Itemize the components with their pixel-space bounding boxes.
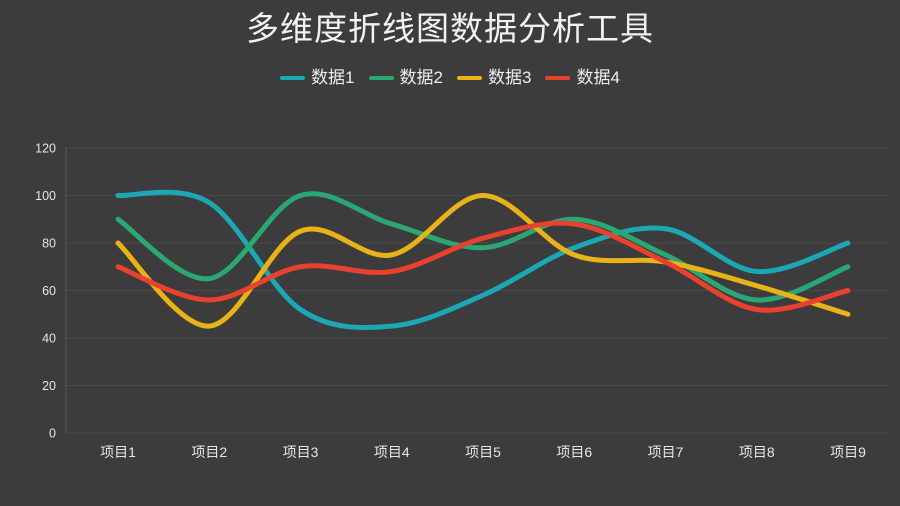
legend-swatch-icon [545, 76, 571, 80]
x-axis-tick-label: 项目1 [100, 444, 136, 460]
x-axis-tick-label: 项目2 [191, 444, 227, 460]
legend-label: 数据1 [311, 68, 355, 87]
series-line-2 [115, 191, 851, 303]
x-axis-tick-label: 项目5 [465, 444, 501, 460]
series-line-4 [115, 220, 851, 313]
y-axis-tick-label: 60 [42, 284, 56, 298]
x-axis-tick-label: 项目7 [648, 444, 684, 460]
x-axis-tick-label: 项目3 [283, 444, 319, 460]
y-axis-tick-label: 120 [35, 142, 56, 156]
y-axis-tick-label: 40 [42, 332, 56, 346]
legend-label: 数据4 [576, 68, 620, 87]
legend-item-3[interactable]: 数据3 [457, 68, 531, 88]
y-axis-tick-label: 0 [49, 427, 56, 441]
legend-swatch-icon [457, 76, 482, 80]
x-axis-tick-label: 项目9 [830, 444, 866, 460]
x-axis-tick-label: 项目6 [556, 444, 592, 460]
legend-label: 数据3 [488, 68, 532, 87]
y-axis-tick-label: 20 [42, 379, 56, 393]
legend-swatch-icon [280, 76, 306, 80]
y-axis-tick-label: 80 [42, 237, 56, 251]
legend-item-4[interactable]: 数据4 [545, 68, 620, 88]
series-line-1 [115, 189, 851, 330]
series-line-3 [115, 193, 851, 329]
chart-legend: 数据1 数据2 数据3 数据4 [0, 68, 900, 88]
legend-label: 数据2 [399, 68, 443, 87]
legend-item-1[interactable]: 数据1 [280, 68, 355, 88]
x-axis-tick-label: 项目8 [739, 444, 775, 460]
x-axis-tick-label: 项目4 [374, 444, 410, 460]
legend-item-2[interactable]: 数据2 [368, 68, 443, 88]
legend-swatch-icon [368, 76, 394, 80]
chart-title: 多维度折线图数据分析工具 [246, 10, 654, 47]
y-axis-tick-label: 100 [35, 189, 56, 203]
